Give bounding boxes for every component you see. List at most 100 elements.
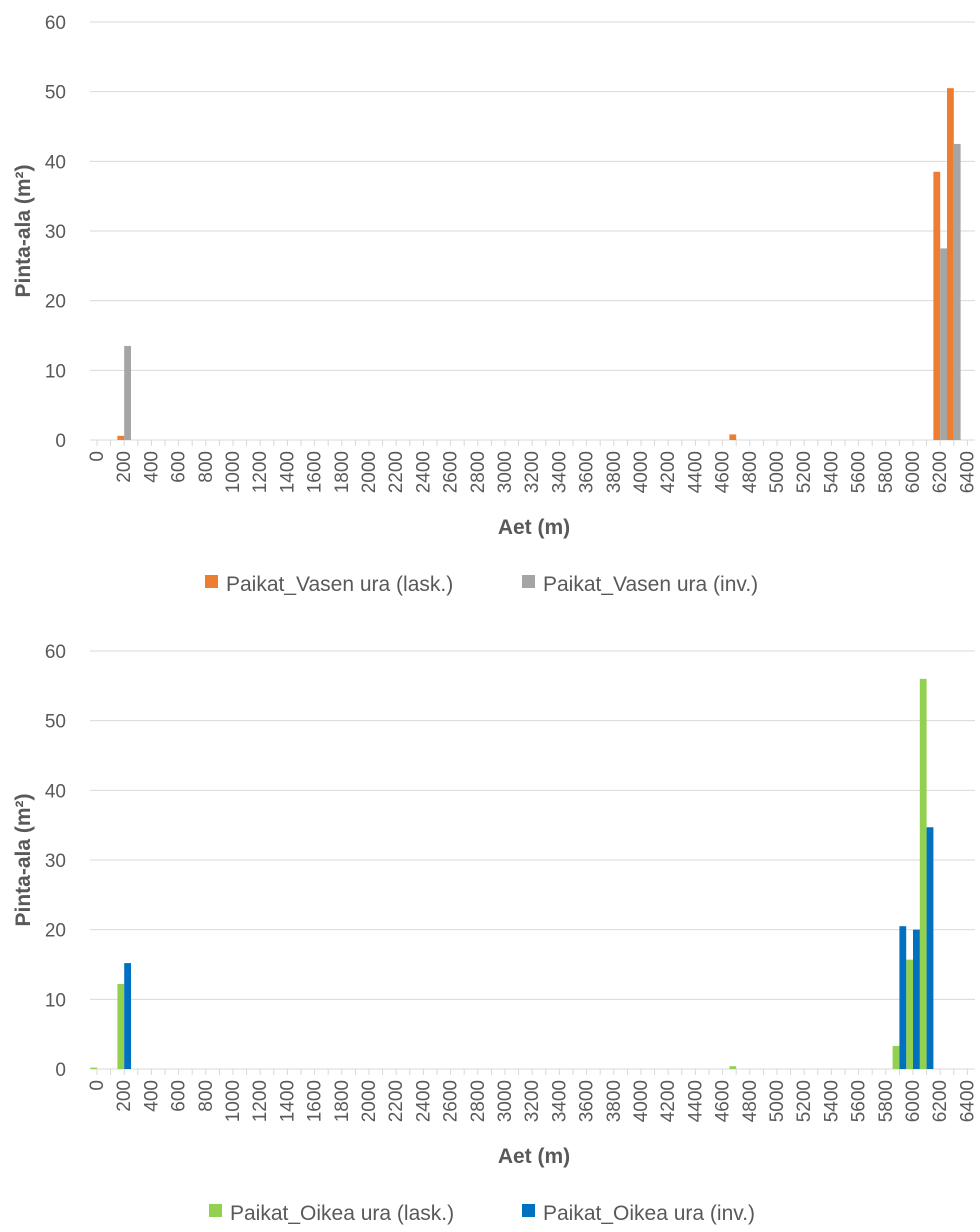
bar (117, 435, 125, 440)
x-tick-label: 400 (141, 451, 162, 483)
x-tick-label: 1400 (277, 1080, 298, 1122)
x-tick-label: 5600 (849, 451, 870, 493)
x-tick-label: 3000 (495, 451, 516, 493)
x-tick-label: 1000 (223, 1080, 244, 1122)
x-tick-label: 5200 (794, 1080, 815, 1122)
x-tick-label: 2800 (468, 451, 489, 493)
y-tick-label: 10 (45, 361, 66, 382)
x-tick-label: 2400 (413, 451, 434, 493)
x-tick-label: 5200 (794, 451, 815, 493)
y-tick-label: 0 (55, 431, 66, 452)
y-tick-label: 30 (45, 851, 66, 872)
x-tick-label: 5600 (849, 1080, 870, 1122)
bar (947, 88, 954, 440)
bar (124, 345, 131, 440)
x-tick-label: 6000 (903, 1080, 924, 1122)
bar (117, 984, 125, 1069)
x-tick-label: 5800 (876, 451, 897, 493)
bar (729, 1066, 737, 1069)
x-tick-label: 3200 (522, 1080, 543, 1122)
legend-label: Paikat_Vasen ura (lask.) (226, 573, 453, 596)
bar (940, 248, 947, 440)
x-tick-label: 6400 (957, 451, 978, 493)
bar (899, 926, 907, 1069)
bar (729, 434, 737, 440)
x-tick-label: 1200 (250, 451, 271, 493)
x-tick-label: 600 (169, 1080, 190, 1112)
x-axis-title: Aet (m) (498, 516, 570, 539)
x-tick-label: 2200 (386, 1080, 407, 1122)
x-tick-label: 3800 (604, 1080, 625, 1122)
x-tick-label: 1200 (250, 1080, 271, 1122)
y-tick-label: 20 (45, 292, 66, 313)
bar (124, 963, 131, 1069)
x-tick-label: 2000 (359, 1080, 380, 1122)
x-tick-label: 400 (141, 1080, 162, 1112)
bar (926, 827, 934, 1069)
x-tick-label: 1600 (305, 451, 326, 493)
x-tick-label: 6200 (930, 1080, 951, 1122)
x-tick-label: 6400 (957, 1080, 978, 1122)
x-tick-label: 2600 (441, 1080, 462, 1122)
x-tick-label: 4400 (685, 1080, 706, 1122)
legend-label: Paikat_Oikea ura (lask.) (230, 1202, 454, 1225)
y-axis-title: Pinta-ala (m²) (12, 164, 35, 297)
x-tick-label: 4400 (685, 451, 706, 493)
x-tick-label: 6000 (903, 451, 924, 493)
x-tick-label: 3600 (577, 1080, 598, 1122)
y-tick-label: 60 (45, 642, 66, 663)
x-tick-label: 4800 (740, 451, 761, 493)
x-tick-label: 4000 (631, 451, 652, 493)
x-tick-label: 0 (87, 1080, 108, 1091)
x-tick-label: 4000 (631, 1080, 652, 1122)
x-tick-label: 2600 (441, 451, 462, 493)
y-tick-label: 40 (45, 152, 66, 173)
legend-swatch (205, 575, 218, 588)
x-tick-label: 800 (196, 1080, 217, 1112)
x-tick-label: 4600 (713, 451, 734, 493)
y-tick-label: 50 (45, 83, 66, 104)
y-tick-label: 20 (45, 921, 66, 942)
x-tick-label: 5400 (821, 1080, 842, 1122)
legend-label: Paikat_Oikea ura (inv.) (543, 1202, 755, 1225)
x-tick-label: 2400 (413, 1080, 434, 1122)
y-axis-title: Pinta-ala (m²) (12, 793, 35, 926)
x-tick-label: 5000 (767, 451, 788, 493)
x-tick-label: 200 (114, 1080, 135, 1112)
y-tick-label: 0 (55, 1060, 66, 1081)
x-tick-label: 0 (87, 451, 108, 462)
bar (933, 171, 941, 441)
y-tick-label: 40 (45, 781, 66, 802)
x-tick-label: 5800 (876, 1080, 897, 1122)
legend-label: Paikat_Vasen ura (inv.) (543, 573, 758, 596)
bar (892, 1046, 900, 1069)
x-tick-label: 3400 (549, 451, 570, 493)
x-tick-label: 4800 (740, 1080, 761, 1122)
x-tick-label: 2000 (359, 451, 380, 493)
bar (90, 1067, 97, 1069)
x-tick-label: 1800 (332, 451, 353, 493)
legend-swatch (522, 1204, 535, 1217)
x-tick-label: 4600 (713, 1080, 734, 1122)
legend-swatch (209, 1204, 222, 1217)
x-tick-label: 200 (114, 451, 135, 483)
y-tick-label: 30 (45, 222, 66, 243)
x-tick-label: 800 (196, 451, 217, 483)
bar (953, 143, 961, 440)
x-tick-label: 1800 (332, 1080, 353, 1122)
x-tick-label: 3800 (604, 451, 625, 493)
x-tick-label: 2200 (386, 451, 407, 493)
x-tick-label: 1000 (223, 451, 244, 493)
x-tick-label: 1600 (305, 1080, 326, 1122)
x-tick-label: 5400 (821, 451, 842, 493)
x-tick-label: 2800 (468, 1080, 489, 1122)
bar (906, 959, 913, 1069)
x-tick-label: 1400 (277, 451, 298, 493)
x-tick-label: 3000 (495, 1080, 516, 1122)
y-tick-label: 50 (45, 712, 66, 733)
x-tick-label: 6200 (930, 451, 951, 493)
x-tick-label: 4200 (658, 451, 679, 493)
x-tick-label: 3600 (577, 451, 598, 493)
